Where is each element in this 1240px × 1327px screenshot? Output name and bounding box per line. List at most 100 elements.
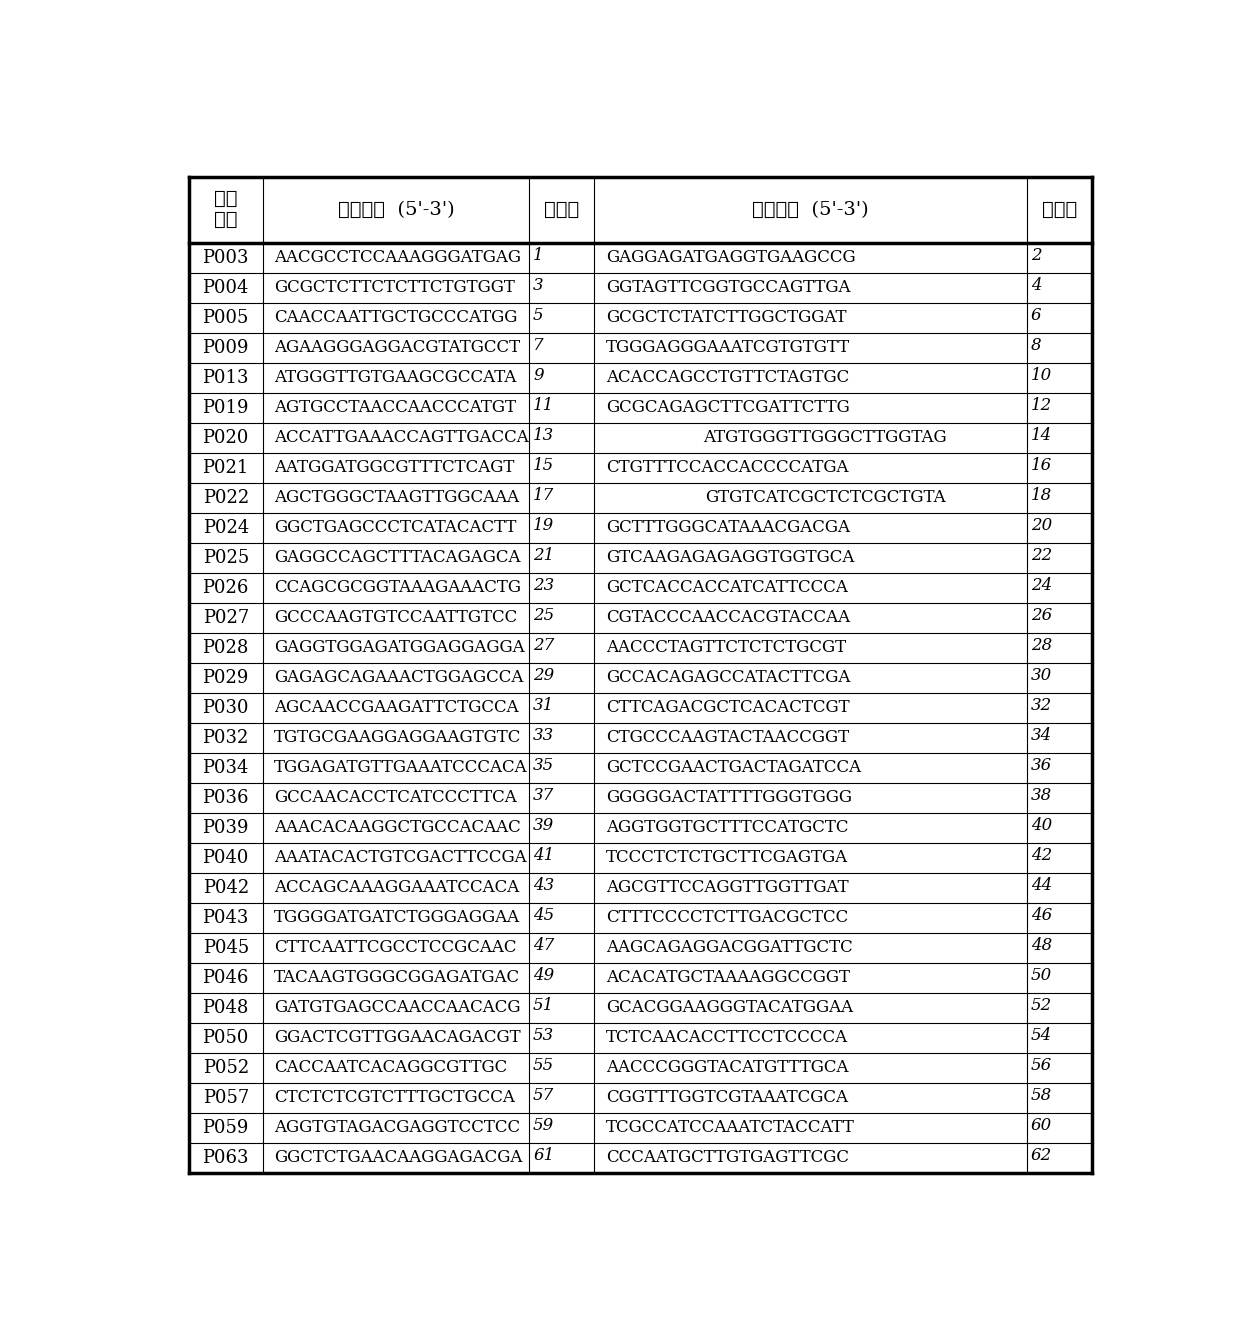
Text: GCCACAGAGCCATACTTCGA: GCCACAGAGCCATACTTCGA <box>606 669 851 686</box>
Text: 62: 62 <box>1030 1147 1052 1164</box>
Text: 45: 45 <box>533 906 554 924</box>
Text: TGGGGATGATCTGGGAGGAA: TGGGGATGATCTGGGAGGAA <box>274 909 521 926</box>
Text: AAATACACTGTCGACTTCCGA: AAATACACTGTCGACTTCCGA <box>274 849 527 867</box>
Text: P048: P048 <box>202 999 249 1016</box>
Text: TACAAGTGGGCGGAGATGAC: TACAAGTGGGCGGAGATGAC <box>274 969 521 986</box>
Text: GCTTTGGGCATAAACGACGA: GCTTTGGGCATAAACGACGA <box>606 519 849 536</box>
Text: ACACATGCTAAAAGGCCGGT: ACACATGCTAAAAGGCCGGT <box>606 969 849 986</box>
Text: P005: P005 <box>202 309 249 326</box>
Text: 8: 8 <box>1030 337 1042 354</box>
Text: GAGGTGGAGATGGAGGAGGA: GAGGTGGAGATGGAGGAGGA <box>274 640 525 657</box>
Text: 50: 50 <box>1030 967 1052 983</box>
Text: 19: 19 <box>533 516 554 533</box>
Text: 3: 3 <box>533 277 543 293</box>
Text: 37: 37 <box>533 787 554 804</box>
Text: AGCGTTCCAGGTTGGTTGAT: AGCGTTCCAGGTTGGTTGAT <box>606 880 848 896</box>
Text: 27: 27 <box>533 637 554 654</box>
Text: 上游引物  (5'-3'): 上游引物 (5'-3') <box>337 200 454 219</box>
Text: 序列号: 序列号 <box>1042 200 1078 219</box>
Text: 23: 23 <box>533 577 554 593</box>
Text: CAACCAATTGCTGCCCATGG: CAACCAATTGCTGCCCATGG <box>274 309 517 326</box>
Text: P021: P021 <box>202 459 249 476</box>
Text: P019: P019 <box>202 398 249 417</box>
Text: 35: 35 <box>533 756 554 774</box>
Text: P059: P059 <box>202 1119 249 1137</box>
Text: TCCCTCTCTGCTTCGAGTGA: TCCCTCTCTGCTTCGAGTGA <box>606 849 848 867</box>
Text: 55: 55 <box>533 1056 554 1074</box>
Text: 5: 5 <box>533 307 543 324</box>
Text: AGTGCCTAACCAACCCATGT: AGTGCCTAACCAACCCATGT <box>274 399 516 417</box>
Text: 22: 22 <box>1030 547 1052 564</box>
Text: 16: 16 <box>1030 456 1052 474</box>
Text: GCACGGAAGGGTACATGGAA: GCACGGAAGGGTACATGGAA <box>606 999 853 1016</box>
Text: 36: 36 <box>1030 756 1052 774</box>
Text: ATGGGTTGTGAAGCGCCATA: ATGGGTTGTGAAGCGCCATA <box>274 369 517 386</box>
Text: 6: 6 <box>1030 307 1042 324</box>
Text: P042: P042 <box>202 878 249 897</box>
Text: 15: 15 <box>533 456 554 474</box>
Text: 4: 4 <box>1030 277 1042 293</box>
Text: P030: P030 <box>202 699 249 717</box>
Text: P004: P004 <box>202 279 249 297</box>
Text: GCCAACACCTCATCCCTTCA: GCCAACACCTCATCCCTTCA <box>274 790 517 807</box>
Text: GCTCACCACCATCATTCCCA: GCTCACCACCATCATTCCCA <box>606 579 848 596</box>
Text: P032: P032 <box>202 729 249 747</box>
Text: P029: P029 <box>202 669 249 687</box>
Text: 34: 34 <box>1030 727 1052 744</box>
Text: 51: 51 <box>533 997 554 1014</box>
Text: 43: 43 <box>533 877 554 894</box>
Text: 60: 60 <box>1030 1117 1052 1135</box>
Text: 18: 18 <box>1030 487 1052 504</box>
Text: GGACTCGTTGGAACAGACGT: GGACTCGTTGGAACAGACGT <box>274 1030 521 1046</box>
Text: 17: 17 <box>533 487 554 504</box>
Text: 38: 38 <box>1030 787 1052 804</box>
Text: P046: P046 <box>202 969 249 987</box>
Text: CGTACCCAACCACGTACCAA: CGTACCCAACCACGTACCAA <box>606 609 849 626</box>
Text: P027: P027 <box>202 609 249 626</box>
Text: P040: P040 <box>202 849 249 867</box>
Text: P057: P057 <box>202 1089 249 1107</box>
Text: GAGGCCAGCTTTACAGAGCA: GAGGCCAGCTTTACAGAGCA <box>274 549 521 567</box>
Text: 13: 13 <box>533 427 554 443</box>
Text: 20: 20 <box>1030 516 1052 533</box>
Text: TGTGCGAAGGAGGAAGTGTC: TGTGCGAAGGAGGAAGTGTC <box>274 730 522 746</box>
Text: GCCCAAGTGTCCAATTGTCC: GCCCAAGTGTCCAATTGTCC <box>274 609 517 626</box>
Text: GTGTCATCGCTCTCGCTGTA: GTGTCATCGCTCTCGCTGTA <box>704 490 945 506</box>
Text: ACACCAGCCTGTTCTAGTGC: ACACCAGCCTGTTCTAGTGC <box>606 369 849 386</box>
Text: P043: P043 <box>202 909 249 926</box>
Text: P020: P020 <box>202 429 249 447</box>
Text: AGAAGGGAGGACGTATGCCT: AGAAGGGAGGACGTATGCCT <box>274 340 521 356</box>
Text: 下游引物  (5'-3'): 下游引物 (5'-3') <box>753 200 869 219</box>
Text: TGGAGATGTTGAAATCCCACA: TGGAGATGTTGAAATCCCACA <box>274 759 528 776</box>
Text: P034: P034 <box>202 759 249 776</box>
Text: AGCTGGGCTAAGTTGGCAAA: AGCTGGGCTAAGTTGGCAAA <box>274 490 520 506</box>
Text: 29: 29 <box>533 666 554 683</box>
Text: GTCAAGAGAGAGGTGGTGCA: GTCAAGAGAGAGGTGGTGCA <box>606 549 854 567</box>
Text: 序列号: 序列号 <box>544 200 579 219</box>
Text: 47: 47 <box>533 937 554 954</box>
Text: 21: 21 <box>533 547 554 564</box>
Text: 11: 11 <box>533 397 554 414</box>
Text: 54: 54 <box>1030 1027 1052 1044</box>
Text: 9: 9 <box>533 366 543 384</box>
Text: GCGCAGAGCTTCGATTCTTG: GCGCAGAGCTTCGATTCTTG <box>606 399 849 417</box>
Text: GGCTCTGAACAAGGAGACGA: GGCTCTGAACAAGGAGACGA <box>274 1149 522 1166</box>
Text: AACGCCTCCAAAGGGATGAG: AACGCCTCCAAAGGGATGAG <box>274 249 521 267</box>
Text: 31: 31 <box>533 697 554 714</box>
Text: CGGTTTGGTCGTAAATCGCA: CGGTTTGGTCGTAAATCGCA <box>606 1089 848 1107</box>
Text: 44: 44 <box>1030 877 1052 894</box>
Text: GGTAGTTCGGTGCCAGTTGA: GGTAGTTCGGTGCCAGTTGA <box>606 279 851 296</box>
Text: 7: 7 <box>533 337 543 354</box>
Text: CCAGCGCGGTAAAGAAACTG: CCAGCGCGGTAAAGAAACTG <box>274 579 521 596</box>
Text: P026: P026 <box>202 579 249 597</box>
Text: GGGGGACTATTTTGGGTGGG: GGGGGACTATTTTGGGTGGG <box>606 790 852 807</box>
Text: GGCTGAGCCCTCATACACTT: GGCTGAGCCCTCATACACTT <box>274 519 517 536</box>
Text: GAGGAGATGAGGTGAAGCCG: GAGGAGATGAGGTGAAGCCG <box>606 249 856 267</box>
Text: TCTCAACACCTTCCTCCCCA: TCTCAACACCTTCCTCCCCA <box>606 1030 848 1046</box>
Text: GAGAGCAGAAACTGGAGCCA: GAGAGCAGAAACTGGAGCCA <box>274 669 523 686</box>
Text: 2: 2 <box>1030 247 1042 264</box>
Text: 49: 49 <box>533 967 554 983</box>
Text: 28: 28 <box>1030 637 1052 654</box>
Text: GCGCTCTTCTCTTCTGTGGT: GCGCTCTTCTCTTCTGTGGT <box>274 279 515 296</box>
Text: P052: P052 <box>202 1059 249 1076</box>
